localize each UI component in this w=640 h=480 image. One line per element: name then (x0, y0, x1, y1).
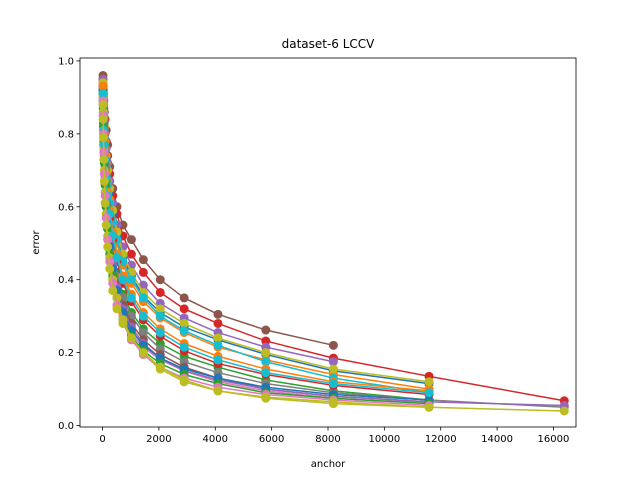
x-axis-label: anchor (311, 459, 346, 470)
data-point (98, 114, 108, 124)
data-point (179, 326, 189, 336)
y-tick-label: 0.4 (58, 275, 74, 286)
data-point (99, 154, 109, 164)
plot-area (80, 58, 576, 427)
y-axis-label: error (31, 230, 42, 255)
data-point (261, 336, 271, 346)
data-point (179, 375, 189, 385)
data-point (328, 379, 338, 389)
data-point (126, 333, 136, 343)
data-point (98, 89, 108, 99)
data-point (328, 357, 338, 367)
x-tick-label: 14000 (481, 434, 513, 445)
y-tick-label: 0.8 (58, 129, 74, 140)
data-point (261, 392, 271, 402)
data-point (108, 278, 118, 288)
data-point (99, 176, 109, 186)
data-point (126, 249, 136, 259)
data-point (126, 275, 136, 285)
data-point (559, 406, 569, 416)
y-tick-label: 0.0 (58, 421, 74, 432)
data-point (138, 328, 148, 338)
data-point (126, 235, 136, 245)
data-point (328, 340, 338, 350)
data-point (118, 275, 128, 285)
y-tick-label: 0.6 (58, 202, 74, 213)
x-tick-label: 2000 (146, 434, 171, 445)
data-point (179, 293, 189, 303)
data-point (118, 318, 128, 328)
x-tick-label: 12000 (425, 434, 457, 445)
data-point (213, 309, 223, 319)
data-point (328, 397, 338, 407)
x-tick-label: 16000 (538, 434, 570, 445)
x-tick-label: 6000 (259, 434, 284, 445)
data-point (103, 242, 113, 252)
x-tick-label: 8000 (315, 434, 340, 445)
data-point (98, 132, 108, 142)
data-point (261, 325, 271, 335)
data-point (98, 100, 108, 110)
data-point (155, 311, 165, 321)
data-point (213, 340, 223, 350)
y-axis-ticks: 0.0 0.2 0.4 0.6 0.8 1.0 (58, 56, 80, 432)
data-point (155, 287, 165, 297)
data-point (155, 275, 165, 285)
data-point (424, 377, 434, 387)
data-point (213, 386, 223, 396)
data-point (261, 348, 271, 358)
data-point (138, 293, 148, 303)
data-point (179, 318, 189, 328)
data-point (101, 220, 111, 230)
data-point (108, 286, 118, 296)
data-point (261, 368, 271, 378)
chart-title: dataset-6 LCCV (282, 37, 376, 51)
data-point (112, 304, 122, 314)
data-point (138, 311, 148, 321)
data-point (100, 198, 110, 208)
data-point (105, 264, 115, 274)
data-point (138, 267, 148, 277)
data-point (138, 255, 148, 265)
data-point (179, 304, 189, 314)
data-point (328, 364, 338, 374)
data-point (213, 355, 223, 365)
data-point (424, 402, 434, 412)
data-point (155, 304, 165, 314)
y-tick-label: 1.0 (58, 56, 74, 67)
data-point (155, 362, 165, 372)
x-axis-ticks: 0 2000 4000 6000 8000 10000 12000 14000 16000 (99, 427, 569, 445)
x-tick-label: 4000 (203, 434, 228, 445)
x-tick-label: 0 (99, 434, 105, 445)
data-point (98, 81, 108, 91)
data-point (261, 357, 271, 367)
data-point (213, 333, 223, 343)
data-point (155, 328, 165, 338)
data-point (213, 318, 223, 328)
data-point (424, 388, 434, 398)
x-tick-label: 10000 (368, 434, 400, 445)
series-layer (98, 71, 569, 416)
y-tick-label: 0.2 (58, 348, 74, 359)
data-point (126, 293, 136, 303)
series-20 (98, 100, 434, 412)
data-point (138, 348, 148, 358)
data-point (112, 253, 122, 263)
data-point (179, 342, 189, 352)
